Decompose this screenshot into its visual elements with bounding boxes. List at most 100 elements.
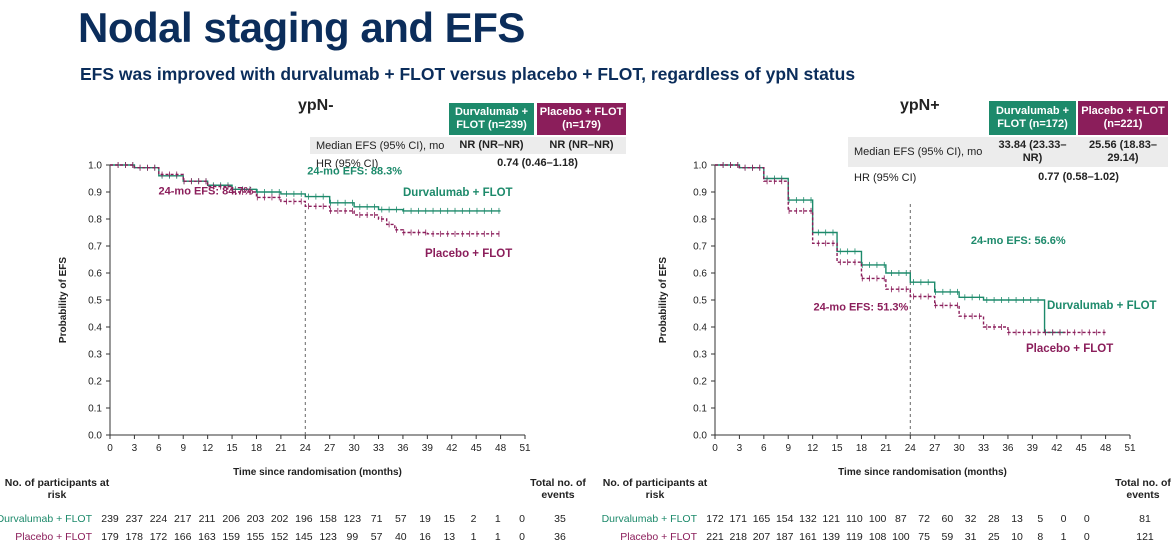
risk-count: 163 — [198, 531, 216, 543]
risk-count: 207 — [753, 531, 771, 543]
risk-count: 123 — [319, 531, 337, 543]
series-legend: Placebo + FLOT — [425, 248, 512, 260]
risk-count: 1 — [1061, 531, 1067, 543]
x-tick-label: 9 — [785, 443, 791, 454]
x-tick-label: 21 — [880, 443, 892, 454]
km-curve-durva — [110, 164, 501, 212]
x-tick-label: 3 — [132, 443, 138, 454]
risk-row-label: Placebo + FLOT — [620, 531, 697, 543]
risk-count: 71 — [371, 513, 383, 525]
events-header-right: Total no. of events — [1115, 477, 1171, 501]
risk-count: 32 — [965, 513, 977, 525]
risk-count: 152 — [271, 531, 289, 543]
y-tick-label: 0.9 — [693, 188, 707, 199]
risk-count: 15 — [443, 513, 455, 525]
risk-count: 172 — [706, 513, 724, 525]
risk-count: 161 — [799, 531, 817, 543]
x-tick-label: 24 — [300, 443, 312, 454]
panel-label-ypn-neg: ypN- — [298, 97, 334, 114]
risk-count: 123 — [344, 513, 362, 525]
risk-count: 145 — [295, 531, 313, 543]
page-subtitle: EFS was improved with durvalumab + FLOT … — [80, 64, 856, 84]
risk-count: 211 — [199, 513, 216, 525]
risk-count: 100 — [869, 513, 887, 525]
y-tick-label: 0.4 — [693, 323, 707, 334]
risk-count: 5 — [1037, 513, 1043, 525]
x-tick-label: 33 — [978, 443, 990, 454]
y-tick-label: 1.0 — [693, 161, 707, 172]
x-tick-label: 51 — [519, 443, 531, 454]
x-tick-label: 48 — [1100, 443, 1112, 454]
total-events: 35 — [554, 513, 566, 525]
x-tick-label: 39 — [1027, 443, 1039, 454]
risk-count: 87 — [895, 513, 907, 525]
risk-header-left: No. of participants at risk — [4, 477, 110, 501]
risk-count: 119 — [846, 531, 863, 543]
risk-count: 100 — [892, 531, 910, 543]
x-tick-label: 27 — [324, 443, 336, 454]
risk-count: 57 — [371, 531, 383, 543]
risk-count: 110 — [846, 513, 863, 525]
risk-count: 59 — [942, 531, 954, 543]
y-tick-label: 0.4 — [88, 323, 102, 334]
y-axis-label: Probability of EFS — [58, 257, 69, 343]
series-legend: Durvalumab + FLOT — [403, 187, 513, 199]
risk-count: 28 — [988, 513, 1000, 525]
risk-count: 75 — [918, 531, 930, 543]
risk-count: 239 — [101, 513, 119, 525]
y-tick-label: 0.7 — [693, 242, 707, 253]
risk-row-label: Durvalumab + FLOT — [0, 513, 93, 525]
risk-count: 154 — [776, 513, 794, 525]
x-axis-label: Time since randomisation (months) — [233, 467, 402, 478]
x-tick-label: 0 — [107, 443, 113, 454]
risk-count: 178 — [125, 531, 143, 543]
x-tick-label: 18 — [251, 443, 263, 454]
risk-count: 0 — [1084, 513, 1090, 525]
y-tick-label: 0.8 — [693, 215, 707, 226]
y-tick-label: 0.3 — [693, 350, 707, 361]
x-tick-label: 39 — [422, 443, 434, 454]
x-tick-label: 0 — [712, 443, 718, 454]
total-events: 36 — [554, 531, 566, 543]
hr-value: 0.74 (0.46–1.18) — [497, 157, 578, 169]
y-tick-label: 0.3 — [88, 350, 102, 361]
panel-label-ypn-pos: ypN+ — [900, 97, 940, 114]
risk-count: 0 — [519, 513, 525, 525]
landmark-annotation: 24-mo EFS: 88.3% — [307, 166, 402, 178]
x-tick-label: 51 — [1124, 443, 1136, 454]
median-efs-durva: 33.84 (23.33–NR) — [998, 139, 1067, 164]
risk-count: 172 — [150, 531, 168, 543]
total-events: 121 — [1136, 531, 1154, 543]
km-curve-placebo — [715, 164, 1106, 334]
hr-row: HR (95% CI) 0.74 (0.46–1.18) — [310, 155, 626, 172]
x-tick-label: 30 — [349, 443, 361, 454]
median-efs-placebo: NR (NR–NR) — [549, 139, 614, 151]
x-tick-label: 12 — [202, 443, 214, 454]
x-tick-label: 6 — [761, 443, 767, 454]
x-tick-label: 12 — [807, 443, 819, 454]
y-tick-label: 0.6 — [88, 269, 102, 280]
y-tick-label: 0.7 — [88, 242, 102, 253]
y-tick-label: 0.8 — [88, 215, 102, 226]
risk-count: 202 — [271, 513, 289, 525]
risk-count: 1 — [471, 531, 477, 543]
risk-count: 196 — [295, 513, 313, 525]
x-tick-label: 36 — [397, 443, 409, 454]
risk-count: 217 — [174, 513, 192, 525]
median-efs-row: Median EFS (95% CI), mo 33.84 (23.33–NR)… — [848, 137, 1168, 167]
events-header-left: Total no. of events — [530, 477, 586, 501]
risk-count: 72 — [918, 513, 930, 525]
risk-count: 2 — [471, 513, 477, 525]
risk-count: 0 — [1084, 531, 1090, 543]
x-tick-label: 24 — [905, 443, 917, 454]
risk-header-right: No. of participants at risk — [602, 477, 708, 501]
risk-count: 155 — [247, 531, 265, 543]
risk-count: 159 — [222, 531, 240, 543]
risk-count: 0 — [519, 531, 525, 543]
hr-label: HR (95% CI) — [316, 157, 379, 170]
median-efs-label: Median EFS (95% CI), mo — [316, 139, 445, 152]
risk-count: 108 — [869, 531, 887, 543]
x-tick-label: 15 — [226, 443, 238, 454]
total-events: 81 — [1139, 513, 1151, 525]
